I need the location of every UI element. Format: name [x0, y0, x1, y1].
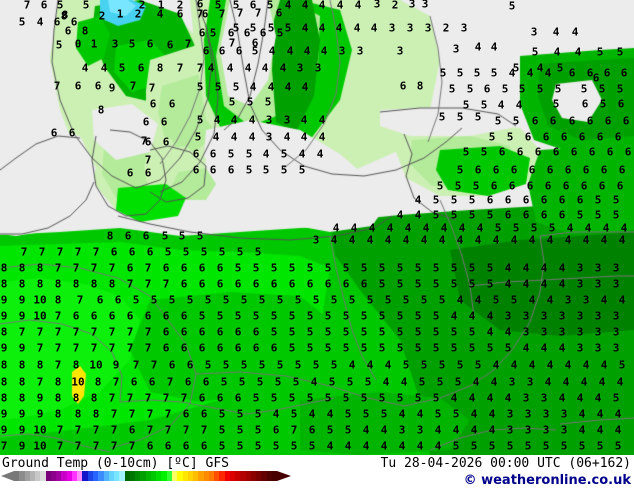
- colorbar-swatch: [119, 471, 125, 481]
- colorbar-swatch: [156, 471, 162, 481]
- colorbar-swatch: [77, 471, 83, 481]
- colorbar-swatch: [219, 471, 225, 481]
- colorbar-swatch: [66, 471, 72, 481]
- colorbar-swatch: [98, 471, 104, 481]
- colorbar-swatch: [171, 471, 178, 481]
- colorbar-swatch: [14, 471, 20, 481]
- colorbar-swatch: [161, 471, 167, 481]
- colorbar-swatch: [129, 471, 136, 481]
- colorbar-swatch: [193, 471, 199, 481]
- colorbar-swatch: [87, 471, 93, 481]
- colorbar-swatch: [92, 471, 99, 481]
- colorbar-swatch: [19, 471, 25, 481]
- colorbar-swatch: [261, 471, 267, 481]
- colorbar-swatch: [56, 471, 62, 481]
- colorbar-swatch: [182, 471, 188, 481]
- colorbar-swatch: [24, 471, 30, 481]
- colorbar-swatch: [250, 471, 257, 481]
- colorbar-swatch: [235, 471, 241, 481]
- colorbar: -28-22-10012263848: [1, 471, 294, 481]
- colorbar-swatch: [245, 471, 251, 481]
- colorbar-swatch: [272, 471, 278, 481]
- colorbar-swatch: [224, 471, 230, 481]
- colorbar-swatch: [208, 471, 215, 481]
- legend-title: Ground Temp (0-10cm) [ºC] GFS: [2, 456, 229, 471]
- forecast-valid-time: Tu 28-04-2026 00:00 UTC (06+162): [380, 456, 631, 471]
- colorbar-swatches: [14, 471, 278, 481]
- colorbar-low-arrow-icon: [1, 471, 14, 481]
- colorbar-swatch: [214, 471, 220, 481]
- colorbar-swatch: [177, 471, 183, 481]
- colorbar-swatch: [135, 471, 141, 481]
- colorbar-high-arrow-icon: [277, 471, 291, 481]
- colorbar-swatch: [40, 471, 46, 481]
- colorbar-swatch: [82, 471, 88, 481]
- colorbar-swatch: [140, 471, 146, 481]
- colorbar-swatch: [166, 471, 172, 481]
- colorbar-swatch: [187, 471, 194, 481]
- colorbar-swatch: [61, 471, 67, 481]
- colorbar-swatch: [266, 471, 273, 481]
- colorbar-swatch: [124, 471, 130, 481]
- colorbar-swatch: [50, 471, 57, 481]
- colorbar-swatch: [198, 471, 204, 481]
- colorbar-swatch: [150, 471, 157, 481]
- colorbar-swatch: [35, 471, 41, 481]
- colorbar-swatch: [29, 471, 36, 481]
- colorbar-swatch: [71, 471, 78, 481]
- colorbar-swatch: [240, 471, 246, 481]
- colorbar-swatch: [114, 471, 120, 481]
- colorbar-swatch: [229, 471, 236, 481]
- colorbar-swatch: [103, 471, 109, 481]
- colorbar-swatch: [256, 471, 262, 481]
- colorbar-swatch: [45, 471, 51, 481]
- map-footer: Ground Temp (0-10cm) [ºC] GFS Tu 28-04-2…: [0, 455, 634, 490]
- colorbar-swatch: [203, 471, 209, 481]
- colorbar-swatch: [145, 471, 151, 481]
- colorbar-swatch: [108, 471, 115, 481]
- temperature-contour-canvas: [0, 0, 634, 455]
- copyright-notice: © weatheronline.co.uk: [463, 473, 631, 488]
